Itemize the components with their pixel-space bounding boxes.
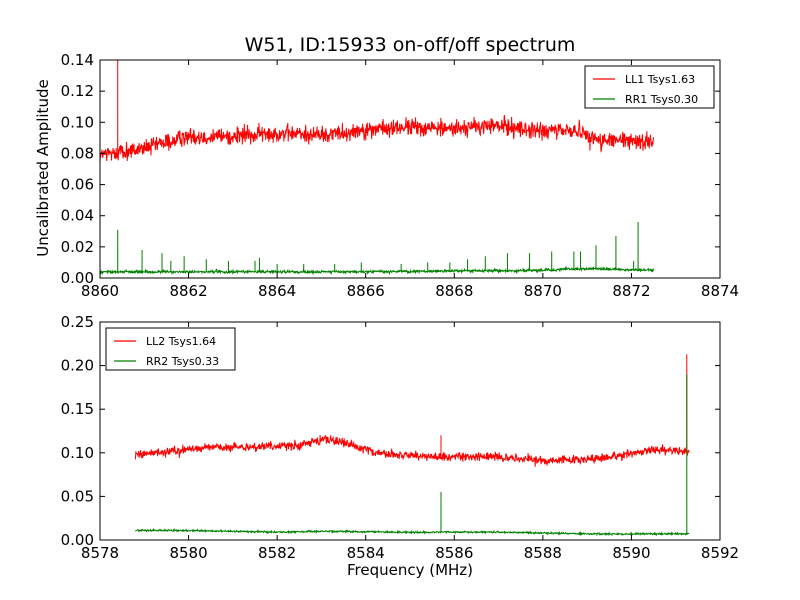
y-tick-label: 0.12 bbox=[61, 82, 94, 100]
y-tick-label: 0.04 bbox=[61, 207, 94, 225]
x-tick-label: 8580 bbox=[169, 544, 207, 562]
y-tick-label: 0.00 bbox=[61, 531, 94, 549]
x-tick-label: 8590 bbox=[612, 544, 650, 562]
series-line-rr1 bbox=[100, 221, 655, 276]
y-tick-label: 0.00 bbox=[61, 269, 94, 287]
x-tick-label: 8870 bbox=[524, 282, 562, 300]
x-tick-label: 8578 bbox=[81, 544, 119, 562]
y-tick-label: 0.06 bbox=[61, 176, 94, 194]
top-plot: 8860 8862 8864 8866 8868 8870 8872 8874 0.00 0.02… bbox=[61, 51, 740, 300]
y-tick-label: 0.20 bbox=[61, 357, 94, 375]
plot-frame bbox=[99, 321, 721, 541]
x-tick-label: 8592 bbox=[701, 544, 739, 562]
y-tick-label: 0.15 bbox=[61, 400, 94, 418]
y-tick-label: 0.25 bbox=[61, 313, 94, 331]
series-line-rr2 bbox=[135, 374, 690, 537]
y-tick-label: 0.14 bbox=[61, 51, 94, 69]
x-tick-label: 8868 bbox=[435, 282, 473, 300]
y-tick-label: 0.05 bbox=[61, 487, 94, 505]
series-line-ll1 bbox=[100, 60, 655, 164]
x-tick-label: 8862 bbox=[169, 282, 207, 300]
x-tick-label: 8582 bbox=[258, 544, 296, 562]
x-tick-label: 8864 bbox=[258, 282, 296, 300]
legend: LL2 Tsys1.64 RR2 Tsys0.33 bbox=[105, 327, 236, 371]
y-tick-label: 0.10 bbox=[61, 444, 94, 462]
y-tick-label: 0.02 bbox=[61, 238, 94, 256]
x-tick-label: 8586 bbox=[435, 544, 473, 562]
legend-label: RR1 Tsys0.30 bbox=[625, 93, 698, 106]
x-tick-label: 8588 bbox=[524, 544, 562, 562]
legend-label: LL1 Tsys1.63 bbox=[625, 73, 695, 86]
x-tick-label: 8872 bbox=[612, 282, 650, 300]
legend-label: LL2 Tsys1.64 bbox=[146, 335, 216, 348]
chart-title: W51, ID:15933 on-off/off spectrum bbox=[244, 34, 576, 56]
x-tick-label: 8866 bbox=[347, 282, 385, 300]
bottom-plot: 8578 8580 8582 8584 8586 8588 8590 8592 0.00 0.05… bbox=[61, 313, 740, 562]
x-tick-label: 8874 bbox=[701, 282, 739, 300]
legend: LL1 Tsys1.63 RR1 Tsys0.30 bbox=[584, 65, 715, 109]
x-tick-label: 8584 bbox=[347, 544, 385, 562]
y-tick-label: 0.08 bbox=[61, 144, 94, 162]
legend-box bbox=[584, 65, 715, 109]
series-line-ll2 bbox=[134, 354, 690, 467]
legend-box bbox=[105, 327, 236, 371]
legend-label: RR2 Tsys0.33 bbox=[146, 355, 219, 368]
x-axis-label: Frequency (MHz) bbox=[346, 561, 474, 579]
y-tick-label: 0.10 bbox=[61, 113, 94, 131]
plot-frame bbox=[99, 59, 721, 279]
x-tick-label: 8860 bbox=[81, 282, 119, 300]
